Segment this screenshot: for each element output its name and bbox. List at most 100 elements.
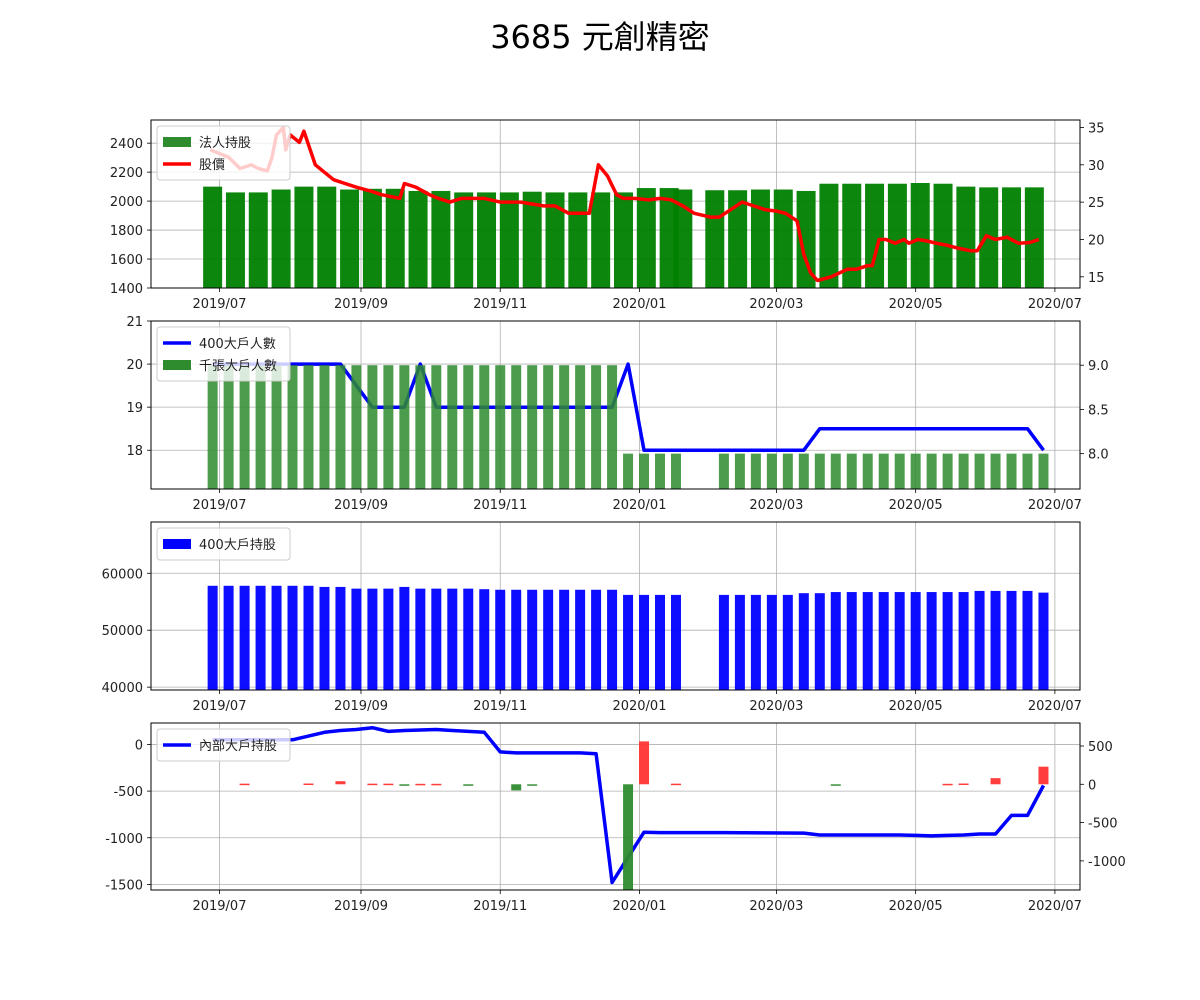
bar — [335, 781, 346, 785]
x-tick-label: 2019/07 — [192, 498, 246, 513]
x-tick-label: 2020/03 — [749, 899, 803, 914]
bar — [670, 594, 681, 690]
bar — [431, 190, 451, 288]
legend-label: 400大戶人數 — [199, 337, 276, 352]
legend-label: 千張大戶人數 — [199, 359, 277, 374]
bar — [591, 365, 602, 489]
bar — [846, 453, 857, 489]
bar — [728, 190, 748, 288]
bar — [782, 453, 793, 489]
x-tick-label: 2019/09 — [334, 699, 388, 714]
bar — [814, 453, 825, 489]
legend-label: 法人持股 — [199, 136, 251, 151]
bar-series — [239, 741, 1049, 890]
bar — [495, 589, 506, 690]
bar — [798, 453, 809, 489]
bar — [623, 784, 634, 890]
bar — [319, 365, 330, 489]
bar — [463, 784, 474, 786]
bar — [399, 365, 410, 489]
bar — [431, 365, 442, 489]
bar — [958, 453, 969, 489]
bar — [942, 453, 953, 489]
y-right-tick-label: 25 — [1088, 196, 1105, 211]
bar — [878, 592, 889, 690]
x-tick-label: 2019/11 — [473, 498, 527, 513]
bar — [303, 365, 314, 489]
bar — [956, 186, 976, 288]
x-tick-label: 2019/09 — [334, 899, 388, 914]
bar — [636, 188, 656, 288]
y-right-tick-label: 35 — [1088, 121, 1105, 136]
bar — [415, 588, 426, 690]
x-tick-label: 2020/03 — [749, 297, 803, 312]
bar — [830, 592, 841, 690]
line-series — [212, 725, 1046, 885]
bar — [894, 592, 905, 690]
bar — [527, 589, 538, 690]
bar — [1022, 453, 1033, 489]
bar — [203, 186, 223, 288]
bar — [718, 453, 729, 489]
bar — [479, 365, 490, 489]
bar — [1038, 766, 1049, 785]
bar — [575, 589, 586, 690]
y-right-tick-label: 9.0 — [1088, 359, 1109, 374]
bar — [207, 365, 218, 489]
legend-label: 內部大戶持股 — [199, 739, 277, 754]
x-tick-label: 2020/03 — [749, 498, 803, 513]
bar — [862, 453, 873, 489]
bar — [1006, 453, 1017, 489]
bar — [294, 186, 314, 288]
y-left-tick-label: 40000 — [102, 681, 143, 696]
bar — [207, 585, 218, 690]
y-left-tick-label: 1400 — [110, 282, 143, 297]
figure-title: 3685 元創精密 — [490, 18, 710, 56]
x-tick-label: 2020/07 — [1028, 498, 1082, 513]
bar — [545, 192, 565, 288]
bar — [303, 783, 314, 786]
bar-series — [207, 365, 1049, 489]
bar — [415, 783, 426, 786]
bar — [926, 453, 937, 489]
x-tick-label: 2020/01 — [612, 699, 666, 714]
x-tick-label: 2019/11 — [473, 699, 527, 714]
line-series-group — [212, 725, 1046, 885]
bar — [865, 183, 885, 288]
bar — [862, 592, 873, 690]
bar — [990, 778, 1001, 785]
x-tick-label: 2020/07 — [1028, 297, 1082, 312]
bar — [623, 453, 634, 489]
bar — [607, 589, 618, 690]
bar — [705, 190, 725, 288]
y-left-tick-label: 21 — [126, 315, 143, 330]
bar — [958, 783, 969, 786]
bar-series — [203, 183, 1044, 288]
bar — [750, 594, 761, 690]
bar — [568, 192, 588, 288]
y-right-tick-label: 8.5 — [1088, 403, 1109, 418]
bar — [750, 189, 770, 288]
axes-frame — [150, 119, 1081, 289]
bar — [1024, 187, 1044, 288]
x-tick-label: 2020/01 — [612, 899, 666, 914]
bar — [385, 188, 405, 288]
bar — [408, 190, 428, 288]
bar — [942, 783, 953, 786]
bar — [670, 453, 681, 489]
axes-frame — [150, 521, 1081, 691]
bar — [431, 783, 442, 786]
bar — [543, 365, 554, 489]
bar — [830, 453, 841, 489]
legend-label: 股價 — [199, 158, 225, 173]
bar — [248, 192, 268, 288]
bar — [894, 453, 905, 489]
bar — [454, 192, 474, 288]
x-tick-label: 2019/09 — [334, 297, 388, 312]
bar — [846, 592, 857, 690]
bar — [287, 365, 298, 489]
bar — [522, 191, 542, 288]
bar — [271, 189, 291, 288]
bar — [317, 186, 337, 288]
bar — [335, 586, 346, 690]
